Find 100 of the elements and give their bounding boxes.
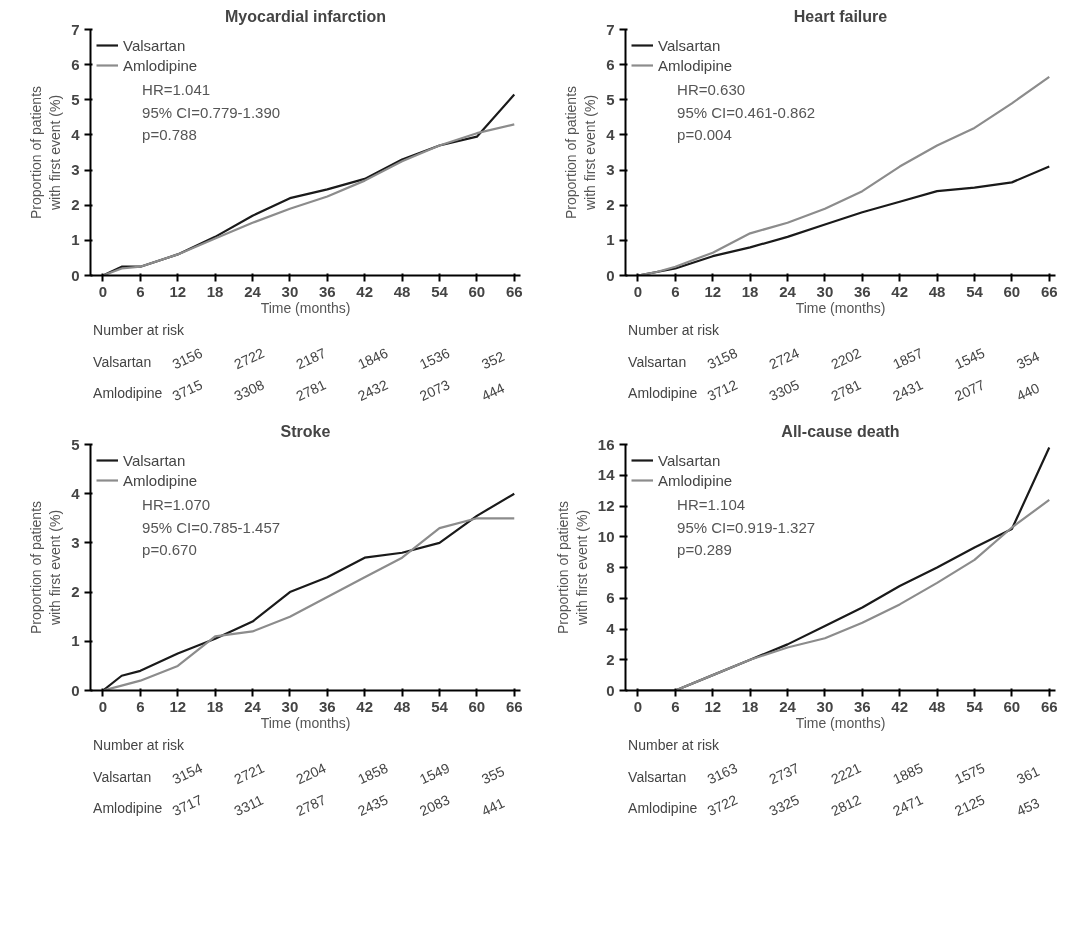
text: 1549 xyxy=(417,759,453,788)
y-tick-label: 4 xyxy=(71,484,81,502)
legend-label: Amlodipine xyxy=(123,56,198,74)
x-tick-label: 42 xyxy=(891,697,909,715)
x-tick-label: 66 xyxy=(1040,282,1058,300)
y-tick-label: 2 xyxy=(71,583,80,601)
x-tick-label: 36 xyxy=(318,697,336,715)
x-tick-label: 0 xyxy=(633,282,643,300)
y-tick-label: 0 xyxy=(71,266,80,284)
text: 2737 xyxy=(766,759,802,788)
text: 2125 xyxy=(952,791,988,819)
x-tick-label: 18 xyxy=(741,697,759,715)
y-tick-label: 12 xyxy=(597,497,615,514)
text: 453 xyxy=(1013,794,1043,819)
x-tick-label: 36 xyxy=(853,282,871,300)
text: 361 xyxy=(1013,762,1043,788)
legend-label: Valsartan xyxy=(123,451,186,469)
text: Number at risk xyxy=(628,736,721,753)
x-axis-title: Time (months) xyxy=(260,299,351,316)
y-tick-label: 0 xyxy=(71,681,80,699)
annotation: p=0.004 xyxy=(677,125,732,143)
annotation: p=0.289 xyxy=(677,540,732,558)
text: 2435 xyxy=(355,791,391,819)
y-tick-label: 4 xyxy=(606,125,616,143)
x-tick-label: 18 xyxy=(206,697,224,715)
text: 1575 xyxy=(952,759,988,788)
text: 1545 xyxy=(952,344,988,373)
text: 1846 xyxy=(355,344,391,373)
legend-label: Valsartan xyxy=(658,36,721,54)
y-tick-label: 5 xyxy=(606,90,615,108)
annotation: HR=0.630 xyxy=(677,81,746,99)
x-tick-label: 0 xyxy=(633,697,643,715)
y-tick-label: 3 xyxy=(71,161,80,179)
y-tick-label: 2 xyxy=(71,196,80,214)
annotation: HR=1.104 xyxy=(677,496,746,514)
x-tick-label: 48 xyxy=(393,282,411,300)
legend-label: Amlodipine xyxy=(658,471,733,489)
text: Valsartan xyxy=(93,353,152,370)
text: Valsartan xyxy=(93,768,152,785)
x-tick-label: 42 xyxy=(891,282,909,300)
x-tick-label: 60 xyxy=(1003,697,1021,715)
text: 3325 xyxy=(766,791,802,819)
text: 1857 xyxy=(890,344,926,373)
text: 2202 xyxy=(828,344,864,373)
y-axis-title: Proportion of patients with first event (%) xyxy=(562,85,599,220)
text: 441 xyxy=(478,794,508,819)
x-tick-label: 6 xyxy=(136,697,145,715)
text: 2431 xyxy=(890,376,926,404)
text: 2432 xyxy=(355,376,391,404)
text: 354 xyxy=(1013,347,1043,373)
x-tick-label: 60 xyxy=(1003,282,1021,300)
x-tick-label: 24 xyxy=(244,282,262,300)
x-tick-label: 48 xyxy=(928,282,946,300)
x-tick-label: 24 xyxy=(779,282,797,300)
text: Number at risk xyxy=(93,736,186,753)
text: Amlodipine xyxy=(628,385,698,402)
y-tick-label: 2 xyxy=(606,650,615,668)
x-tick-label: 12 xyxy=(169,697,187,715)
x-tick-label: 18 xyxy=(206,282,224,300)
x-tick-label: 30 xyxy=(816,697,834,715)
text: Number at risk xyxy=(93,321,186,338)
y-tick-label: 6 xyxy=(606,589,615,607)
x-tick-label: 36 xyxy=(853,697,871,715)
y-tick-label: 5 xyxy=(71,90,80,108)
x-axis-title: Time (months) xyxy=(795,714,886,731)
text: 3715 xyxy=(169,376,205,404)
text: Amlodipine xyxy=(628,800,698,817)
y-tick-label: 0 xyxy=(606,681,615,699)
y-axis-title: Proportion of patients with first event (%) xyxy=(27,500,64,635)
chart-title: Heart failure xyxy=(793,7,888,25)
text: 1885 xyxy=(890,759,926,788)
text: Amlodipine xyxy=(93,385,163,402)
legend-label: Valsartan xyxy=(658,451,721,469)
x-tick-label: 36 xyxy=(318,282,336,300)
text: 3163 xyxy=(704,759,740,788)
x-tick-label: 0 xyxy=(98,697,108,715)
x-tick-label: 54 xyxy=(966,697,984,715)
text: 1536 xyxy=(417,344,453,373)
y-tick-label: 6 xyxy=(71,55,80,73)
x-axis-title: Time (months) xyxy=(260,714,351,731)
text: 2781 xyxy=(293,376,329,404)
legend-label: Valsartan xyxy=(123,36,186,54)
text: Number at risk xyxy=(628,321,721,338)
text: Amlodipine xyxy=(93,800,163,817)
y-tick-label: 8 xyxy=(606,558,615,576)
text: Valsartan xyxy=(628,768,687,785)
y-tick-label: 1 xyxy=(606,231,615,249)
text: 3712 xyxy=(704,376,740,404)
y-tick-label: 2 xyxy=(606,196,615,214)
chart-title: All-cause death xyxy=(781,422,900,440)
x-tick-label: 24 xyxy=(779,697,797,715)
y-tick-label: 1 xyxy=(71,231,80,249)
y-tick-label: 0 xyxy=(606,266,615,284)
legend-label: Amlodipine xyxy=(658,56,733,74)
text: 2221 xyxy=(828,759,864,788)
x-tick-label: 12 xyxy=(704,697,722,715)
y-tick-label: 1 xyxy=(71,632,80,650)
text: 2724 xyxy=(766,344,802,373)
text: Valsartan xyxy=(628,353,687,370)
text: 3305 xyxy=(766,376,802,404)
